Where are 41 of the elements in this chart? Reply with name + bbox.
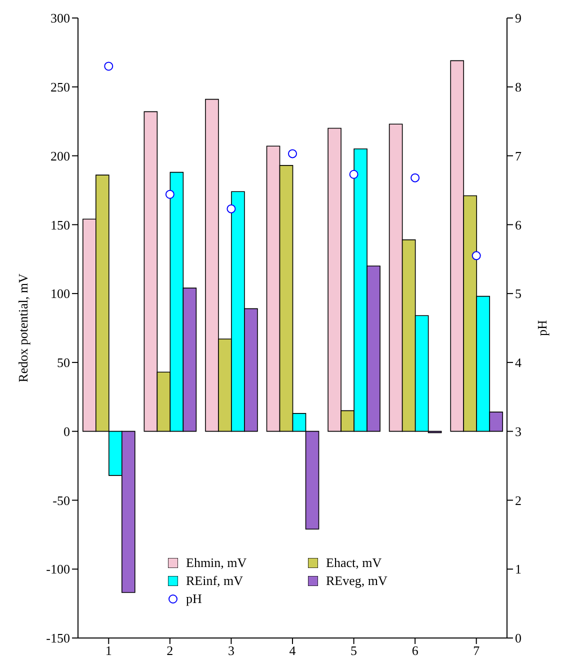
x-tick-label: 3 <box>228 643 234 658</box>
legend-label: REveg, mV <box>326 572 388 590</box>
y-axis-title: Redox potential, mV <box>16 273 31 382</box>
y-tick-label: 300 <box>50 10 70 26</box>
x-tick-label: 5 <box>350 643 358 658</box>
y-tick-label: -50 <box>52 492 70 508</box>
y2-tick-label: 5 <box>515 286 522 302</box>
y2-tick-label: 9 <box>515 10 522 26</box>
y2-tick-label: 6 <box>515 217 522 232</box>
x-tick-label: 4 <box>289 643 296 658</box>
legend-label: REinf, mV <box>186 572 244 590</box>
point <box>226 204 236 214</box>
point <box>410 173 420 182</box>
y-tick-label: -100 <box>46 562 70 577</box>
y2-tick-label: 8 <box>515 80 522 95</box>
y2-tick-label: 0 <box>515 630 522 646</box>
y-tick-label: -150 <box>46 630 70 646</box>
point <box>104 62 114 71</box>
y-tick-label: 200 <box>50 148 70 164</box>
y2-tick-label: 4 <box>515 355 522 370</box>
y2-tick-label: 1 <box>515 562 522 577</box>
y-tick-label: 250 <box>50 80 70 95</box>
point <box>472 251 481 260</box>
y2-tick-label: 3 <box>515 424 522 439</box>
x-tick-label: 1 <box>105 643 112 658</box>
legend-label: Ehmin, mV <box>186 554 247 572</box>
y-tick-label: 50 <box>57 355 70 370</box>
legend-label: pH <box>186 590 202 608</box>
y-tick-label: 150 <box>50 217 70 232</box>
point <box>165 190 174 199</box>
y-tick-label: 0 <box>64 424 70 439</box>
point <box>288 149 297 158</box>
y-tick-label: 100 <box>50 286 70 302</box>
y2-tick-label: 2 <box>515 492 522 508</box>
point <box>349 170 358 179</box>
legend-label: Ehact, mV <box>326 554 382 572</box>
x-tick-label: 7 <box>473 643 480 658</box>
y2-axis-title: pH <box>534 320 550 336</box>
x-tick-label: 2 <box>166 643 174 658</box>
x-tick-label: 6 <box>412 643 419 658</box>
y2-tick-label: 7 <box>515 148 522 164</box>
